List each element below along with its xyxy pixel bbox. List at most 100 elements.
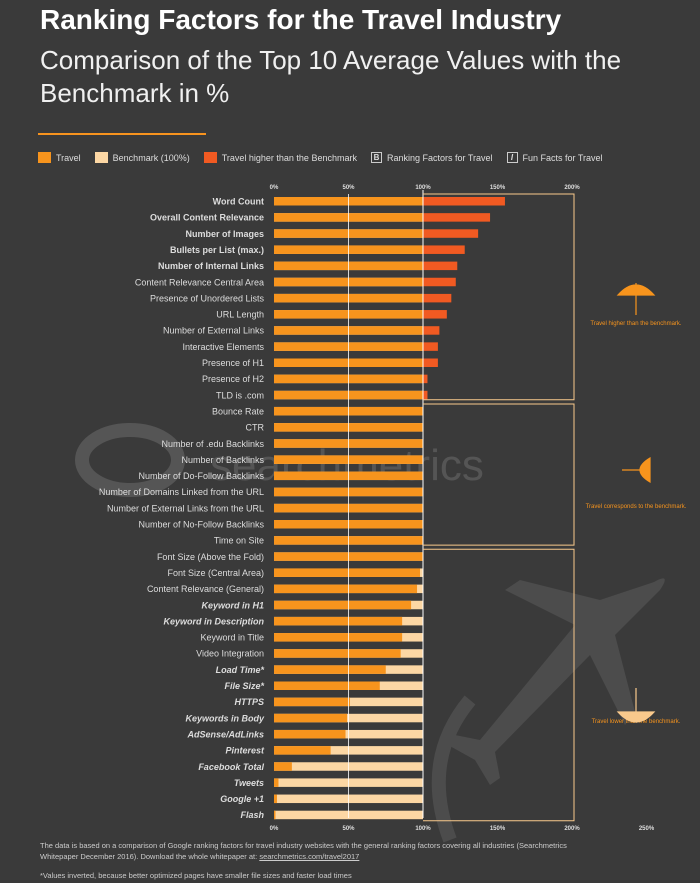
travel-bar (274, 810, 276, 820)
category-label: Bounce Rate (212, 406, 264, 416)
x-tick-bottom: 0% (270, 826, 279, 832)
travel-higher-bar (423, 390, 428, 400)
travel-bar (274, 729, 346, 739)
x-tick-top: 200% (564, 185, 580, 191)
axis-layer: 0% 50% 100% 150% 200% 0% 50% 100% 150% 200% 250% (270, 185, 655, 832)
category-label: Keyword in H1 (201, 600, 264, 610)
legend-label-travel: Travel (56, 152, 81, 163)
group-bracket (423, 548, 575, 822)
chart-subtitle: Comparison of the Top 10 Average Values … (40, 45, 622, 108)
travel-higher-bar (423, 197, 505, 206)
travel-bar (274, 633, 403, 642)
footnote-source: The data is based on a comparison of Goo… (40, 840, 600, 862)
travel-bar (274, 649, 401, 658)
category-label: Number of External Links (163, 326, 265, 336)
group-label: Travel corresponds to the benchmark. (586, 504, 687, 510)
category-label: Interactive Elements (182, 342, 264, 352)
footnote-inverted: *Values inverted, because better optimiz… (40, 871, 352, 880)
category-label: File Size* (224, 681, 264, 691)
group-bracket (423, 193, 575, 401)
legend-item-travel: Travel (38, 152, 81, 163)
travel-bar (274, 697, 350, 707)
travel-higher-bar (423, 293, 452, 303)
category-label: Number of Internal Links (158, 261, 264, 271)
category-label: AdSense/AdLinks (186, 729, 264, 739)
umbrella-down-icon (616, 688, 656, 723)
x-tick-top: 100% (415, 185, 431, 191)
chart-title: Ranking Factors for the Travel Industry (40, 4, 562, 35)
category-label: Number of .edu Backlinks (161, 439, 264, 449)
travel-higher-bar (423, 310, 447, 319)
travel-higher-bar (423, 358, 438, 367)
category-label: TLD is .com (216, 390, 264, 400)
legend-item-ranking: B Ranking Factors for Travel (370, 152, 493, 163)
group-brackets-layer: Travel higher than the benchmark. Travel … (423, 193, 687, 822)
x-tick-bottom: 50% (342, 826, 355, 832)
footnote-text: The data is based on a comparison of Goo… (40, 841, 567, 861)
category-label: Video Integration (196, 649, 264, 659)
category-label: Number of Backlinks (181, 455, 264, 465)
travel-bar (274, 794, 277, 804)
watermark-text: searchmetrics (210, 441, 484, 490)
category-label: Font Size (Above the Fold) (157, 552, 264, 562)
category-label: Font Size (Central Area) (167, 568, 264, 578)
travel-bar (274, 600, 412, 610)
category-label: Pinterest (225, 746, 265, 756)
travel-higher-bar (423, 261, 458, 271)
travel-higher-bar (423, 277, 456, 287)
x-tick-top: 50% (342, 185, 355, 191)
legend-item-benchmark: Benchmark (100%) (94, 152, 190, 163)
legend-label-benchmark: Benchmark (100%) (112, 152, 190, 163)
legend-swatch-travel (38, 152, 51, 163)
travel-higher-bar (423, 213, 491, 222)
travel-bar (274, 665, 386, 674)
x-tick-bottom: 200% (564, 826, 580, 832)
title-divider (38, 133, 206, 135)
category-label: Number of Do-Follow Backlinks (138, 471, 264, 481)
category-label: Bullets per List (max.) (170, 245, 264, 255)
legend-label-ranking: Ranking Factors for Travel (386, 152, 493, 163)
x-tick-top: 0% (270, 185, 279, 191)
category-label: Keyword in Description (163, 616, 264, 626)
umbrella-up-icon (616, 283, 656, 315)
x-tick-bottom: 100% (415, 826, 431, 832)
travel-bar (274, 778, 279, 787)
category-label: Presence of H1 (202, 358, 264, 368)
category-label: Content Relevance (General) (147, 584, 264, 594)
category-label: Number of Images (185, 229, 264, 239)
category-label: Word Count (213, 197, 264, 207)
legend-label-higher: Travel higher than the Benchmark (221, 152, 357, 163)
category-label: Keyword in Title (200, 633, 264, 643)
travel-bar (274, 746, 331, 755)
category-label: Overall Content Relevance (150, 213, 264, 223)
group-label: Travel higher than the benchmark. (590, 321, 681, 327)
x-tick-bottom: 250% (639, 826, 655, 832)
category-label: Time on Site (214, 536, 264, 546)
legend-item-higher: Travel higher than the Benchmark (203, 152, 357, 163)
category-label: Number of No-Follow Backlinks (138, 520, 264, 530)
legend-swatch-higher (203, 152, 217, 163)
category-label: Facebook Total (198, 762, 264, 772)
category-label: Tweets (234, 778, 264, 788)
category-label: Keywords in Body (185, 713, 265, 723)
travel-bar (274, 616, 403, 626)
legend-label-fun: Fun Facts for Travel (522, 152, 603, 163)
category-label: Presence of Unordered Lists (150, 293, 265, 303)
whitepaper-link[interactable]: searchmetrics.com/travel2017 (259, 852, 360, 861)
bars-layer: Word Count Overall Content Relevance Numbe… (99, 197, 505, 820)
category-label: Number of Domains Linked from the URL (99, 487, 264, 497)
category-label: Content Relevance Central Area (135, 277, 264, 287)
travel-higher-bar (423, 374, 428, 384)
travel-bar (274, 762, 292, 771)
category-label: CTR (246, 423, 265, 433)
legend-item-fun: I Fun Facts for Travel (506, 152, 603, 163)
x-tick-top: 150% (490, 185, 506, 191)
watermark-logo-icon (75, 423, 185, 497)
contrail-icon (431, 695, 476, 843)
group-bracket (423, 403, 575, 546)
travel-bar (274, 681, 380, 690)
category-label: Flash (240, 810, 264, 820)
x-tick-bottom: 150% (490, 826, 506, 832)
umbrella-side-icon (622, 456, 651, 484)
